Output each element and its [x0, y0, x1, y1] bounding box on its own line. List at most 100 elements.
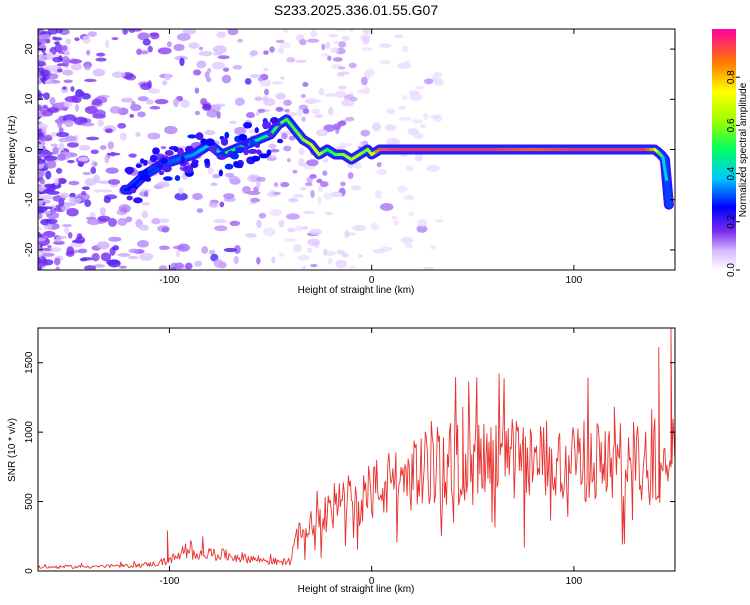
track-blob	[218, 169, 224, 177]
noise-blob	[285, 213, 300, 220]
noise-blob	[379, 202, 394, 211]
noise-blob	[202, 103, 212, 111]
noise-blob	[278, 47, 285, 55]
noise-blob	[420, 123, 427, 129]
noise-blob	[82, 35, 91, 45]
noise-blob	[149, 106, 161, 110]
noise-blob	[151, 217, 161, 225]
noise-blob	[174, 192, 188, 201]
noise-blob	[262, 227, 276, 237]
noise-blob	[182, 29, 197, 35]
noise-blob	[337, 120, 347, 127]
noise-blob	[348, 62, 357, 69]
noise-blob	[53, 257, 61, 266]
noise-blob	[221, 74, 232, 84]
noise-blob	[97, 215, 111, 222]
noise-blob	[69, 196, 75, 203]
snr-y-label: SNR (10 * v/v)	[7, 418, 18, 482]
x-tick-label: 100	[566, 275, 583, 286]
noise-blob	[49, 96, 56, 106]
noise-blob	[268, 143, 277, 149]
noise-blob	[81, 122, 95, 127]
noise-blob	[328, 33, 339, 38]
noise-blob	[178, 187, 184, 195]
noise-blob	[434, 219, 444, 223]
noise-blob	[223, 247, 238, 253]
noise-blob	[229, 120, 237, 125]
noise-blob	[139, 252, 154, 261]
track-blob	[205, 138, 215, 147]
noise-blob	[51, 131, 57, 138]
noise-blob	[67, 231, 73, 239]
colorbar: 0.0 0.2 0.4 0.6 0.8 Normalized spectral ampl…	[712, 29, 749, 277]
noise-blob	[38, 144, 44, 150]
noise-blob	[292, 244, 303, 253]
noise-blob	[136, 48, 142, 56]
noise-blob	[397, 62, 411, 69]
noise-blob	[301, 116, 306, 122]
noise-blob	[298, 157, 305, 167]
noise-blob	[314, 114, 323, 119]
noise-blob	[100, 252, 112, 262]
noise-blob	[90, 149, 99, 155]
noise-blob	[398, 117, 412, 121]
noise-blob	[280, 181, 290, 188]
noise-blob	[216, 31, 227, 38]
noise-blob	[192, 193, 203, 201]
noise-blob	[323, 93, 338, 97]
noise-blob	[53, 240, 65, 245]
noise-blob	[52, 36, 58, 40]
track-segment	[661, 155, 669, 184]
noise-blob	[38, 185, 46, 192]
noise-blob	[67, 159, 75, 164]
noise-blob	[324, 211, 334, 215]
noise-blob	[247, 190, 261, 196]
noise-blob	[274, 182, 279, 188]
noise-blob	[328, 106, 334, 116]
noise-blob	[38, 170, 45, 178]
noise-blob	[68, 180, 80, 186]
noise-blob	[357, 89, 369, 94]
y-tick-label: 500	[24, 493, 35, 510]
noise-blob	[212, 174, 221, 179]
noise-blob	[284, 238, 297, 242]
noise-blob	[310, 263, 318, 268]
noise-blob	[302, 108, 310, 115]
noise-blob	[147, 80, 152, 89]
noise-blob	[137, 96, 149, 102]
noise-blob	[384, 124, 397, 132]
noise-blob	[411, 118, 424, 124]
noise-blob	[137, 111, 146, 118]
noise-blob	[61, 56, 71, 66]
noise-blob	[81, 186, 90, 190]
noise-blob	[297, 254, 310, 261]
spectrogram-signal-track	[120, 114, 674, 210]
track-blob	[135, 163, 142, 169]
colorbar-tick-label: 0.0	[726, 263, 737, 277]
noise-blob	[272, 191, 281, 196]
noise-blob	[341, 252, 349, 258]
noise-blob	[56, 177, 67, 184]
noise-blob	[259, 78, 272, 87]
y-tick-label: -20	[24, 242, 35, 257]
noise-blob	[164, 73, 172, 81]
noise-blob	[333, 40, 340, 45]
noise-blob	[38, 158, 46, 165]
noise-blob	[341, 35, 350, 41]
noise-blob	[198, 50, 213, 57]
noise-blob	[49, 247, 62, 253]
noise-blob	[118, 265, 128, 269]
noise-blob	[66, 142, 79, 148]
noise-blob	[87, 31, 98, 37]
noise-blob	[43, 104, 48, 110]
noise-blob	[310, 29, 318, 38]
noise-blob	[136, 239, 150, 248]
noise-blob	[128, 153, 137, 158]
noise-blob	[131, 29, 142, 32]
noise-blob	[208, 201, 219, 208]
noise-blob	[213, 258, 224, 268]
track-blob	[124, 166, 135, 174]
track-blob	[209, 145, 218, 153]
track-blob	[204, 158, 210, 165]
